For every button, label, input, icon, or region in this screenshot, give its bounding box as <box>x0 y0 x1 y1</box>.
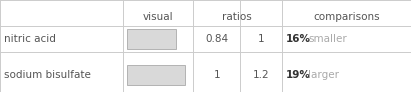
Text: 1: 1 <box>258 34 264 44</box>
Text: 0.84: 0.84 <box>205 34 229 44</box>
Text: comparisons: comparisons <box>313 12 380 22</box>
Text: 1: 1 <box>213 70 220 80</box>
Bar <box>127 65 185 85</box>
Text: sodium bisulfate: sodium bisulfate <box>4 70 91 80</box>
Bar <box>127 29 176 49</box>
Text: visual: visual <box>143 12 173 22</box>
Text: larger: larger <box>308 70 339 80</box>
Text: 19%: 19% <box>286 70 311 80</box>
Text: nitric acid: nitric acid <box>4 34 56 44</box>
Text: smaller: smaller <box>308 34 347 44</box>
Text: 1.2: 1.2 <box>253 70 269 80</box>
Text: ratios: ratios <box>222 12 252 22</box>
Text: 16%: 16% <box>286 34 311 44</box>
